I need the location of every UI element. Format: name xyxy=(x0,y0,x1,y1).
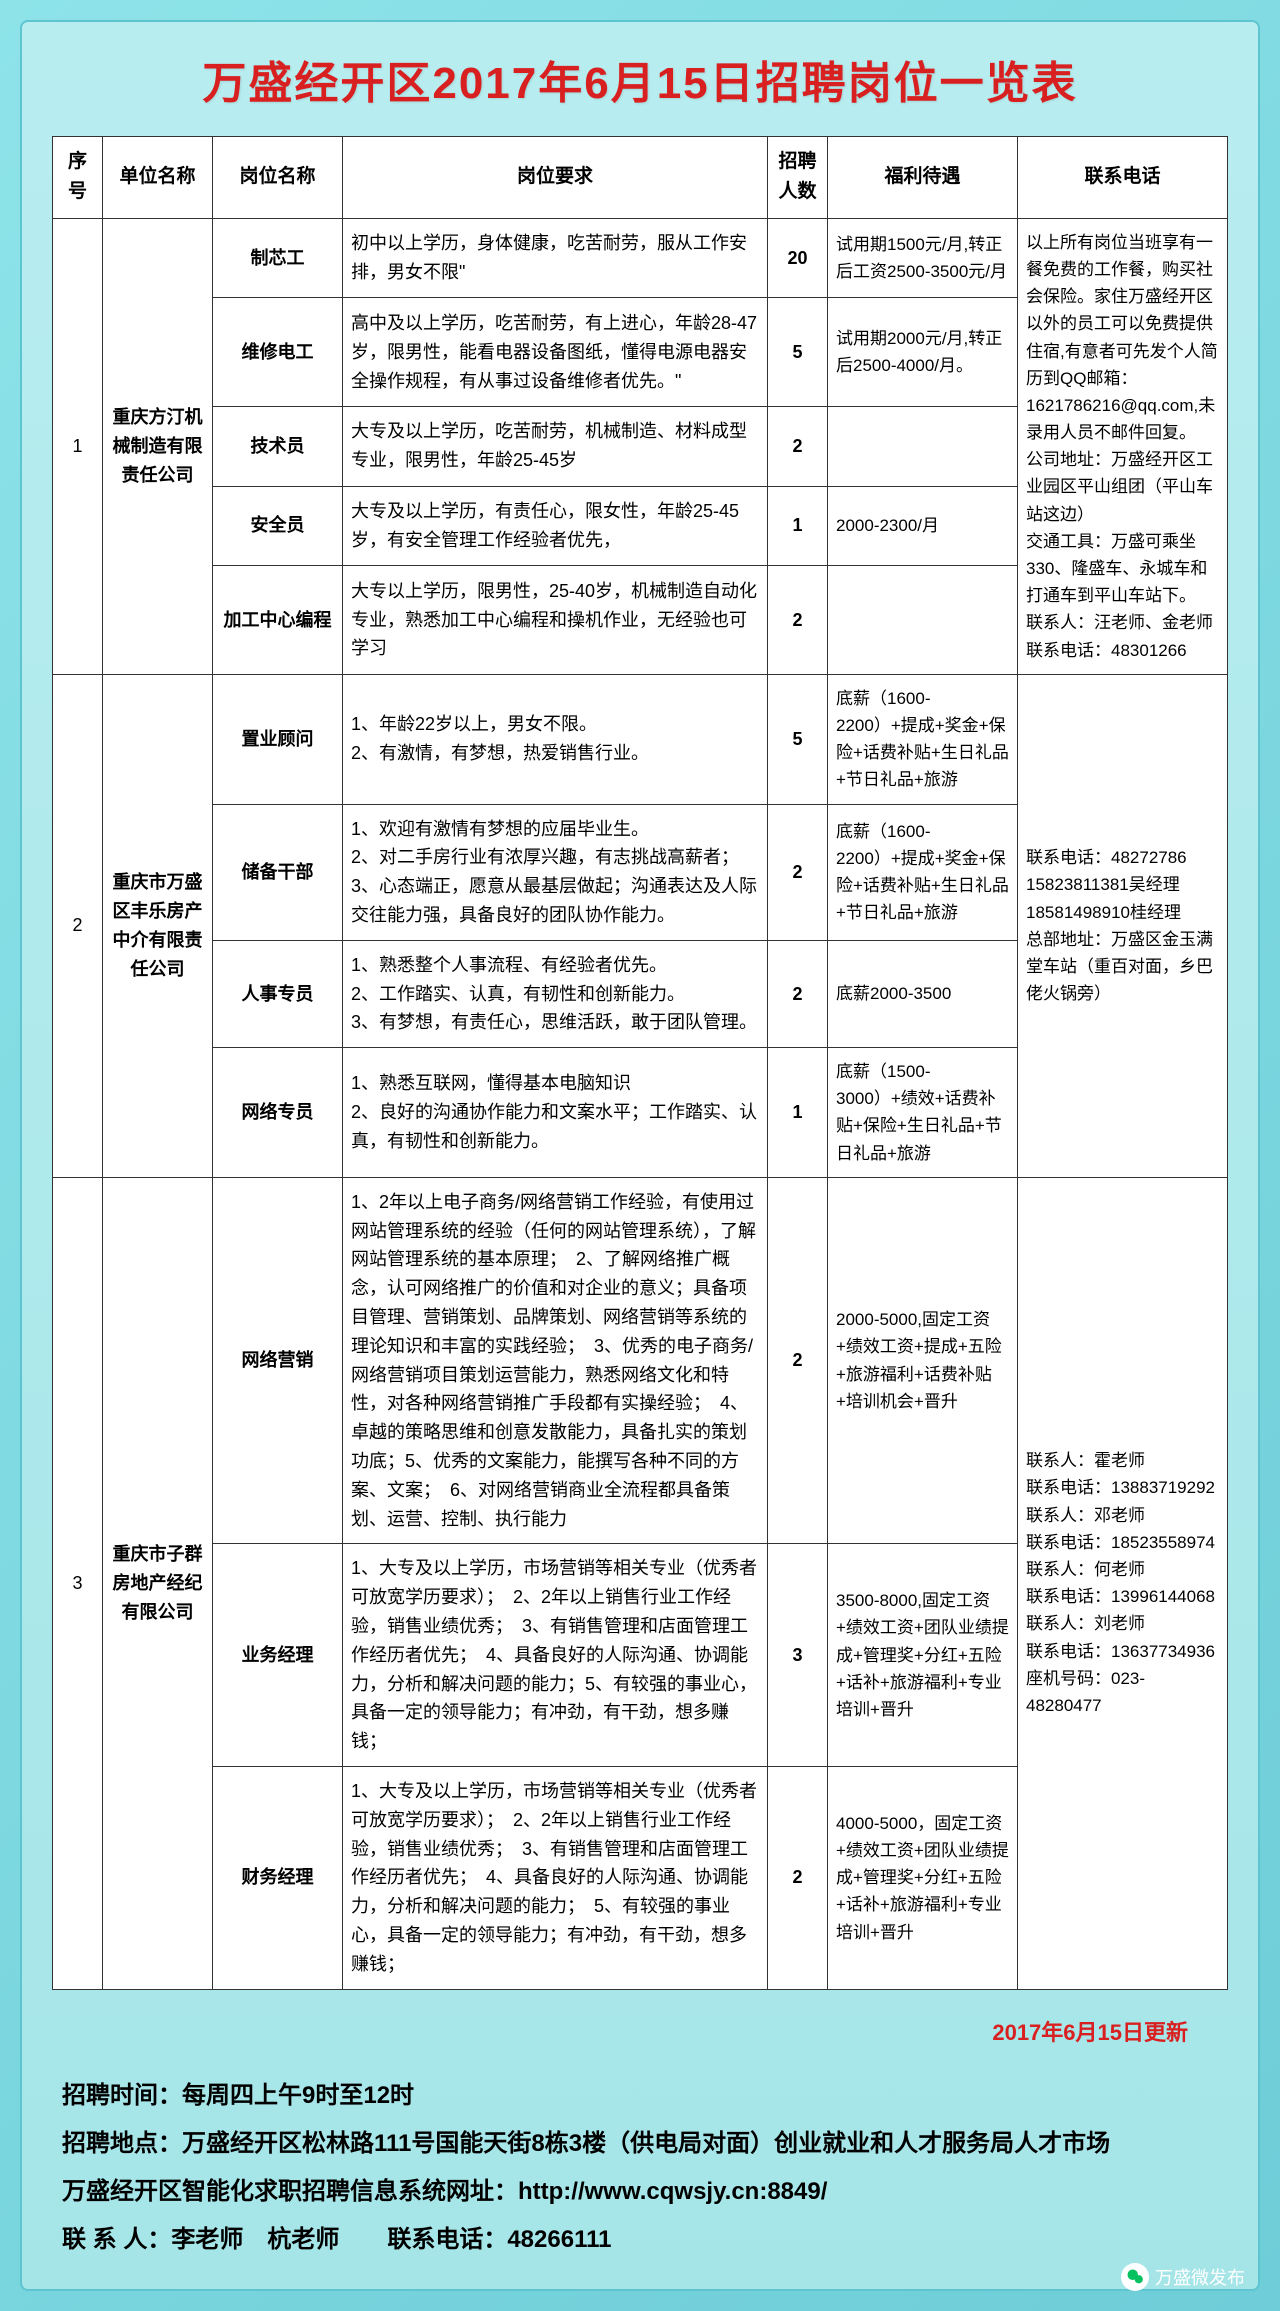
footer-line: 万盛经开区智能化求职招聘信息系统网址：http://www.cqwsjy.cn:… xyxy=(62,2168,1228,2216)
cell-benefit xyxy=(828,406,1018,486)
th-count: 招聘人数 xyxy=(768,137,828,219)
cell-contact: 联系电话：48272786 15823811381吴经理 18581498910… xyxy=(1018,674,1228,1177)
cell-count: 5 xyxy=(768,298,828,407)
cell-count: 1 xyxy=(768,1048,828,1178)
cell-benefit xyxy=(828,566,1018,675)
th-benefit: 福利待遇 xyxy=(828,137,1018,219)
cell-count: 2 xyxy=(768,940,828,1047)
table-row: 3重庆市子群房地产经纪有限公司网络营销1、2年以上电子商务/网络营销工作经验，有… xyxy=(53,1177,1228,1544)
th-contact: 联系电话 xyxy=(1018,137,1228,219)
cell-position: 置业顾问 xyxy=(213,674,343,804)
cell-requirement: 1、熟悉互联网，懂得基本电脑知识 2、良好的沟通协作能力和文案水平；工作踏实、认… xyxy=(343,1048,768,1178)
cell-count: 5 xyxy=(768,674,828,804)
th-seq: 序号 xyxy=(53,137,103,219)
cell-benefit: 底薪（1600-2200）+提成+奖金+保险+话费补贴+生日礼品+节日礼品+旅游 xyxy=(828,674,1018,804)
cell-requirement: 初中以上学历，身体健康，吃苦耐劳，服从工作安排，男女不限" xyxy=(343,218,768,298)
cell-requirement: 大专以上学历，限男性，25-40岁，机械制造自动化专业，熟悉加工中心编程和操机作… xyxy=(343,566,768,675)
footer-line: 招聘地点：万盛经开区松林路111号国能天街8栋3楼（供电局对面）创业就业和人才服… xyxy=(62,2120,1228,2168)
cell-requirement: 高中及以上学历，吃苦耐劳，有上进心，年龄28-47岁，限男性，能看电器设备图纸，… xyxy=(343,298,768,407)
cell-requirement: 1、熟悉整个人事流程、有经验者优先。 2、工作踏实、认真，有韧性和创新能力。 3… xyxy=(343,940,768,1047)
wechat-label: 万盛微发布 xyxy=(1155,2264,1245,2290)
cell-position: 储备干部 xyxy=(213,804,343,940)
job-table: 序号 单位名称 岗位名称 岗位要求 招聘人数 福利待遇 联系电话 1重庆方汀机械… xyxy=(52,136,1228,1990)
cell-contact: 联系人：霍老师 联系电话：13883719292 联系人：邓老师 联系电话：18… xyxy=(1018,1177,1228,1989)
cell-requirement: 1、大专及以上学历，市场营销等相关专业（优秀者可放宽学历要求）； 2、2年以上销… xyxy=(343,1767,768,1990)
cell-benefit: 底薪（1600-2200）+提成+奖金+保险+话费补贴+生日礼品+节日礼品+旅游 xyxy=(828,804,1018,940)
footer-line: 联 系 人：李老师 杭老师 联系电话：48266111 xyxy=(62,2216,1228,2264)
cell-company: 重庆方汀机械制造有限责任公司 xyxy=(103,218,213,674)
cell-seq: 2 xyxy=(53,674,103,1177)
cell-benefit: 试用期1500元/月,转正后工资2500-3500元/月 xyxy=(828,218,1018,298)
cell-position: 网络专员 xyxy=(213,1048,343,1178)
cell-position: 安全员 xyxy=(213,486,343,566)
cell-count: 3 xyxy=(768,1544,828,1767)
cell-count: 2 xyxy=(768,1767,828,1990)
cell-company: 重庆市万盛区丰乐房产中介有限责任公司 xyxy=(103,674,213,1177)
th-req: 岗位要求 xyxy=(343,137,768,219)
poster-panel: 万盛经开区2017年6月15日招聘岗位一览表 序号 单位名称 岗位名称 岗位要求… xyxy=(20,20,1260,2291)
cell-count: 1 xyxy=(768,486,828,566)
wechat-badge: 万盛微发布 xyxy=(1121,2263,1245,2291)
table-header-row: 序号 单位名称 岗位名称 岗位要求 招聘人数 福利待遇 联系电话 xyxy=(53,137,1228,219)
cell-position: 维修电工 xyxy=(213,298,343,407)
cell-benefit: 底薪（1500-3000）+绩效+话费补贴+保险+生日礼品+节日礼品+旅游 xyxy=(828,1048,1018,1178)
table-row: 2重庆市万盛区丰乐房产中介有限责任公司置业顾问1、年龄22岁以上，男女不限。 2… xyxy=(53,674,1228,804)
cell-position: 制芯工 xyxy=(213,218,343,298)
cell-benefit: 4000-5000，固定工资+绩效工资+团队业绩提成+管理奖+分红+五险+话补+… xyxy=(828,1767,1018,1990)
cell-benefit: 试用期2000元/月,转正后2500-4000/月。 xyxy=(828,298,1018,407)
cell-count: 2 xyxy=(768,1177,828,1544)
cell-count: 2 xyxy=(768,804,828,940)
footer-info: 招聘时间：每周四上午9时至12时 招聘地点：万盛经开区松林路111号国能天街8栋… xyxy=(62,2072,1228,2264)
th-position: 岗位名称 xyxy=(213,137,343,219)
th-company: 单位名称 xyxy=(103,137,213,219)
cell-count: 2 xyxy=(768,566,828,675)
cell-requirement: 1、大专及以上学历，市场营销等相关专业（优秀者可放宽学历要求）； 2、2年以上销… xyxy=(343,1544,768,1767)
cell-requirement: 1、年龄22岁以上，男女不限。 2、有激情，有梦想，热爱销售行业。 xyxy=(343,674,768,804)
cell-position: 技术员 xyxy=(213,406,343,486)
cell-position: 网络营销 xyxy=(213,1177,343,1544)
wechat-icon xyxy=(1121,2263,1149,2291)
cell-position: 人事专员 xyxy=(213,940,343,1047)
update-note: 2017年6月15日更新 xyxy=(52,2015,1188,2047)
cell-seq: 1 xyxy=(53,218,103,674)
page-title: 万盛经开区2017年6月15日招聘岗位一览表 xyxy=(52,47,1228,111)
cell-company: 重庆市子群房地产经纪有限公司 xyxy=(103,1177,213,1989)
table-row: 1重庆方汀机械制造有限责任公司制芯工初中以上学历，身体健康，吃苦耐劳，服从工作安… xyxy=(53,218,1228,298)
cell-requirement: 大专及以上学历，吃苦耐劳，机械制造、材料成型专业，限男性，年龄25-45岁 xyxy=(343,406,768,486)
cell-requirement: 1、2年以上电子商务/网络营销工作经验，有使用过网站管理系统的经验（任何的网站管… xyxy=(343,1177,768,1544)
cell-benefit: 底薪2000-3500 xyxy=(828,940,1018,1047)
cell-contact: 以上所有岗位当班享有一餐免费的工作餐，购买社会保险。家住万盛经开区以外的员工可以… xyxy=(1018,218,1228,674)
cell-count: 2 xyxy=(768,406,828,486)
cell-benefit: 2000-5000,固定工资+绩效工资+提成+五险+旅游福利+话费补贴+培训机会… xyxy=(828,1177,1018,1544)
cell-position: 加工中心编程 xyxy=(213,566,343,675)
cell-position: 业务经理 xyxy=(213,1544,343,1767)
footer-line: 招聘时间：每周四上午9时至12时 xyxy=(62,2072,1228,2120)
cell-count: 20 xyxy=(768,218,828,298)
cell-seq: 3 xyxy=(53,1177,103,1989)
cell-benefit: 2000-2300/月 xyxy=(828,486,1018,566)
cell-requirement: 1、欢迎有激情有梦想的应届毕业生。 2、对二手房行业有浓厚兴趣，有志挑战高薪者；… xyxy=(343,804,768,940)
cell-requirement: 大专及以上学历，有责任心，限女性，年龄25-45岁，有安全管理工作经验者优先， xyxy=(343,486,768,566)
cell-benefit: 3500-8000,固定工资+绩效工资+团队业绩提成+管理奖+分红+五险+话补+… xyxy=(828,1544,1018,1767)
cell-position: 财务经理 xyxy=(213,1767,343,1990)
